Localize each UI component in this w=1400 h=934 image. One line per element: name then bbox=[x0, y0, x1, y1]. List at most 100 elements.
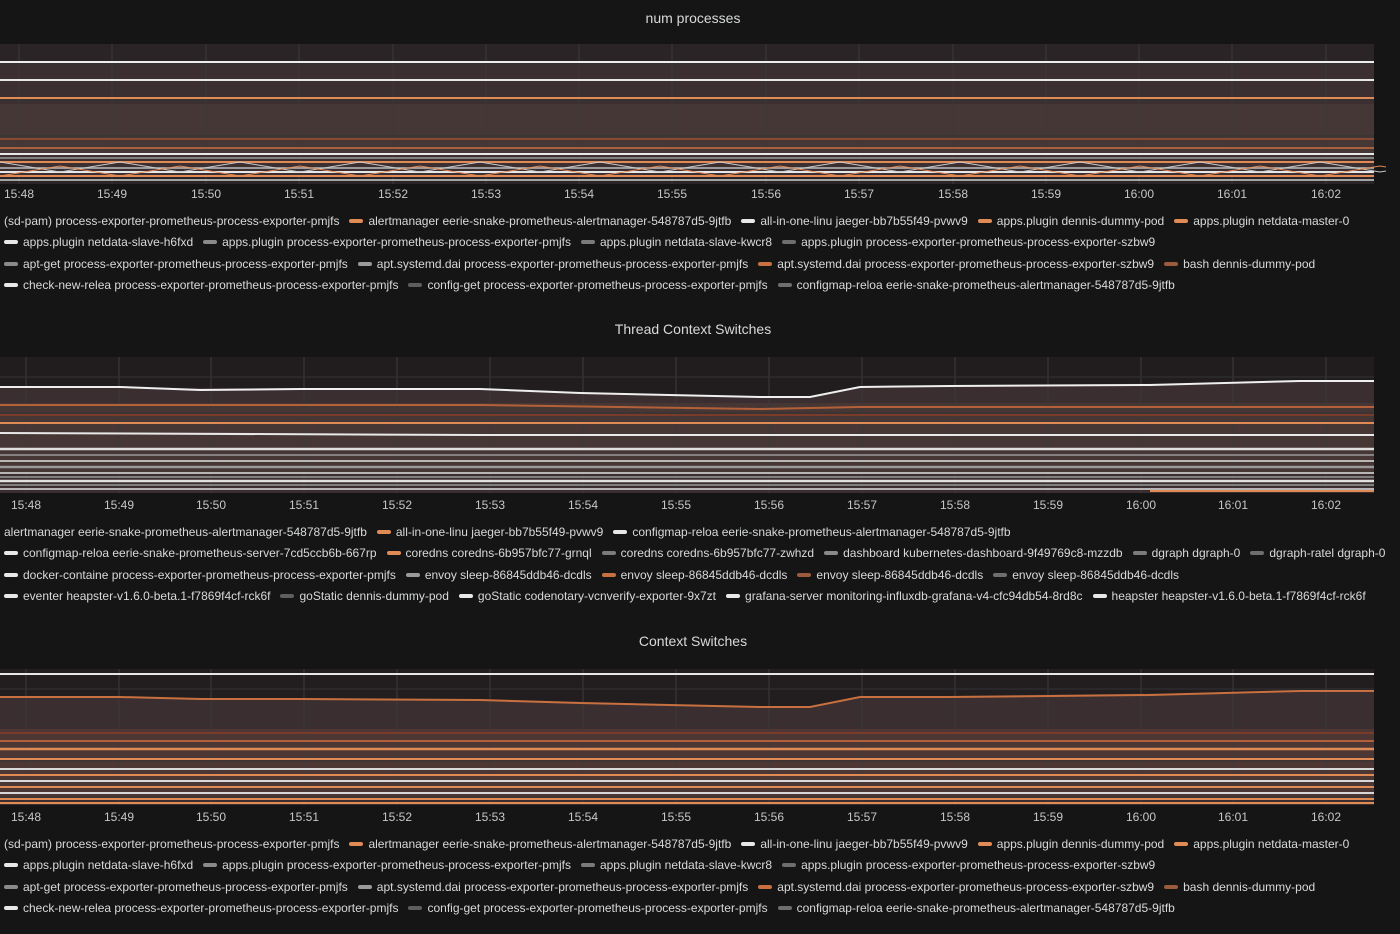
legend-item[interactable]: coredns coredns-6b957bfc77-grnql bbox=[386, 546, 592, 560]
legend-item[interactable]: configmap-reloa eerie-snake-prometheus-a… bbox=[777, 278, 1175, 293]
legend-swatch bbox=[408, 906, 423, 911]
x-tick-label: 15:48 bbox=[3, 187, 35, 201]
legend-swatch bbox=[408, 283, 423, 288]
legend-item[interactable]: grafana-server monitoring-influxdb-grafa… bbox=[726, 589, 1083, 603]
x-tick-label: 15:53 bbox=[474, 498, 506, 512]
legend-item[interactable]: apps.plugin netdata-master-0 bbox=[1174, 837, 1349, 851]
panel-context-switches: Context Switches 15:48 15:49 15:50 15:51 15:… bbox=[0, 633, 1400, 933]
series-line bbox=[1319, 161, 1386, 173]
legend-item[interactable]: check-new-relea process-exporter-prometh… bbox=[4, 901, 398, 915]
legend-item[interactable]: dashboard kubernetes-dashboard-9f49769c8… bbox=[824, 546, 1123, 560]
legend-label: apt.systemd.dai process-exporter-prometh… bbox=[376, 879, 749, 894]
legend-item[interactable]: apps.plugin process-exporter-prometheus-… bbox=[782, 235, 1155, 249]
legend-item[interactable]: bash dennis-dummy-pod bbox=[1164, 880, 1315, 894]
chart-plot-area[interactable] bbox=[0, 44, 1386, 184]
panel-title[interactable]: Context Switches bbox=[638, 633, 748, 649]
legend-item[interactable]: all-in-one-linu jaeger-bb7b55f49-pvwv9 bbox=[741, 837, 968, 851]
legend-item[interactable]: heapster heapster-v1.6.0-beta.1-f7869f4c… bbox=[1092, 589, 1366, 604]
panel-title[interactable]: Thread Context Switches bbox=[614, 321, 772, 337]
legend-row: eventer heapster-v1.6.0-beta.1-f7869f4cf… bbox=[4, 586, 1396, 608]
legend-item[interactable]: bash dennis-dummy-pod bbox=[1164, 257, 1315, 271]
legend-label: bash dennis-dummy-pod bbox=[1183, 256, 1316, 271]
legend-label: apps.plugin dennis-dummy-pod bbox=[996, 836, 1165, 851]
legend-item[interactable]: goStatic dennis-dummy-pod bbox=[280, 589, 449, 603]
legend-item[interactable]: envoy sleep-86845ddb46-dcdls bbox=[993, 568, 1179, 582]
legend-label: configmap-reloa eerie-snake-prometheus-s… bbox=[23, 546, 377, 561]
legend-item[interactable]: envoy sleep-86845ddb46-dcdls bbox=[405, 568, 592, 582]
legend-swatch bbox=[613, 529, 628, 534]
legend-item[interactable]: all-in-one-linu jaeger-bb7b55f49-pvwv9 bbox=[376, 525, 603, 539]
legend-item[interactable]: apt.systemd.dai process-exporter-prometh… bbox=[357, 257, 748, 271]
legend-item[interactable]: configmap-reloa eerie-snake-prometheus-a… bbox=[613, 525, 1011, 539]
x-tick-label: 15:57 bbox=[843, 187, 875, 201]
legend-item[interactable]: apps.plugin netdata-master-0 bbox=[1174, 214, 1349, 228]
chart-plot-area[interactable] bbox=[0, 669, 1386, 805]
legend-item[interactable]: alertmanager eerie-snake-prometheus-aler… bbox=[349, 837, 731, 851]
legend-label: envoy sleep-86845ddb46-dcdls bbox=[816, 567, 984, 582]
series-line bbox=[0, 165, 121, 177]
area-fill bbox=[0, 729, 1374, 799]
legend-item[interactable]: eventer heapster-v1.6.0-beta.1-f7869f4cf… bbox=[4, 589, 270, 603]
legend-row: (sd-pam) process-exporter-prometheus-pro… bbox=[4, 833, 1396, 855]
legend-swatch bbox=[405, 572, 420, 577]
legend-item[interactable]: apps.plugin netdata-slave-h6fxd bbox=[4, 235, 193, 249]
legend-item[interactable]: configmap-reloa eerie-snake-prometheus-s… bbox=[4, 546, 377, 560]
legend-item[interactable]: dgraph-ratel dgraph-0 bbox=[1250, 546, 1385, 560]
legend-item[interactable]: config-get process-exporter-prometheus-p… bbox=[408, 901, 768, 915]
legend-item[interactable]: apps.plugin process-exporter-prometheus-… bbox=[203, 858, 571, 872]
legend-item[interactable]: config-get process-exporter-prometheus-p… bbox=[408, 278, 768, 292]
legend-item[interactable]: apt-get process-exporter-prometheus-proc… bbox=[4, 257, 348, 271]
legend-item[interactable]: apt.systemd.dai process-exporter-prometh… bbox=[758, 880, 1154, 894]
legend-item[interactable]: dgraph dgraph-0 bbox=[1132, 546, 1240, 560]
x-tick-label: 15:51 bbox=[288, 498, 320, 512]
legend-item[interactable]: apps.plugin netdata-slave-kwcr8 bbox=[580, 858, 772, 872]
legend-item[interactable]: apps.plugin netdata-slave-h6fxd bbox=[4, 858, 193, 872]
legend-row: check-new-relea process-exporter-prometh… bbox=[4, 898, 1396, 920]
x-tick-label: 16:01 bbox=[1216, 187, 1248, 201]
legend-item[interactable]: apps.plugin dennis-dummy-pod bbox=[977, 836, 1165, 851]
legend-label: apps.plugin netdata-slave-kwcr8 bbox=[599, 235, 773, 250]
legend-item[interactable]: alertmanager eerie-snake-prometheus-aler… bbox=[349, 214, 731, 228]
legend-item[interactable]: configmap-reloa eerie-snake-prometheus-a… bbox=[777, 901, 1175, 915]
x-tick-label: 15:59 bbox=[1032, 810, 1064, 824]
legend-item[interactable]: check-new-relea process-exporter-prometh… bbox=[4, 278, 398, 292]
legend-swatch bbox=[349, 841, 364, 846]
legend-item[interactable]: alertmanager eerie-snake-prometheus-aler… bbox=[4, 525, 367, 539]
legend-label: configmap-reloa eerie-snake-prometheus-a… bbox=[796, 278, 1175, 293]
legend-item[interactable]: all-in-one-linu jaeger-bb7b55f49-pvwv9 bbox=[741, 214, 968, 228]
legend-swatch bbox=[726, 594, 741, 599]
panel-title[interactable]: num processes bbox=[645, 10, 741, 26]
legend-item[interactable]: apt.systemd.dai process-exporter-prometh… bbox=[357, 879, 749, 894]
legend-label: dgraph-ratel dgraph-0 bbox=[1269, 546, 1386, 561]
legend-swatch bbox=[4, 906, 18, 911]
legend-item[interactable]: apps.plugin process-exporter-prometheus-… bbox=[203, 235, 571, 249]
legend-item[interactable]: apps.plugin netdata-slave-kwcr8 bbox=[580, 235, 773, 250]
legend-item[interactable]: coredns coredns-6b957bfc77-zwhzd bbox=[601, 546, 814, 560]
legend-swatch bbox=[4, 884, 18, 889]
legend-item[interactable]: envoy sleep-86845ddb46-dcdls bbox=[797, 568, 983, 582]
legend: (sd-pam) process-exporter-prometheus-pro… bbox=[4, 833, 1396, 919]
legend-item[interactable]: (sd-pam) process-exporter-prometheus-pro… bbox=[4, 214, 339, 228]
series-line bbox=[0, 404, 1374, 411]
legend-row: configmap-reloa eerie-snake-prometheus-s… bbox=[4, 543, 1396, 565]
panel-num-processes: num processes 15:48 15:49 15:50 15:51 15:52 1… bbox=[0, 10, 1400, 310]
x-tick-label: 15:48 bbox=[10, 498, 42, 512]
legend-row: apps.plugin netdata-slave-h6fxd apps.plug… bbox=[4, 855, 1396, 877]
legend-label: apps.plugin process-exporter-prometheus-… bbox=[801, 235, 1156, 250]
x-tick-label: 15:50 bbox=[190, 187, 222, 201]
legend-label: heapster heapster-v1.6.0-beta.1-f7869f4c… bbox=[1111, 589, 1366, 604]
legend-item[interactable]: apps.plugin dennis-dummy-pod bbox=[977, 214, 1164, 228]
legend-label: eventer heapster-v1.6.0-beta.1-f7869f4cf… bbox=[23, 589, 271, 604]
legend-item[interactable]: apt-get process-exporter-prometheus-proc… bbox=[4, 880, 348, 894]
legend-swatch bbox=[977, 841, 992, 846]
legend-item[interactable]: (sd-pam) process-exporter-prometheus-pro… bbox=[4, 837, 339, 851]
legend-item[interactable]: docker-containe process-exporter-prometh… bbox=[4, 568, 396, 582]
legend-item[interactable]: apps.plugin process-exporter-prometheus-… bbox=[782, 858, 1155, 872]
legend-item[interactable]: envoy sleep-86845ddb46-dcdls bbox=[601, 568, 787, 582]
grid bbox=[0, 44, 1374, 184]
legend-item[interactable]: apt.systemd.dai process-exporter-prometh… bbox=[758, 257, 1154, 271]
legend-item[interactable]: goStatic codenotary-vcnverify-exporter-9… bbox=[458, 589, 716, 603]
x-tick-label: 15:53 bbox=[470, 187, 502, 201]
chart-plot-area[interactable] bbox=[0, 357, 1386, 493]
x-tick-label: 15:59 bbox=[1030, 187, 1062, 201]
